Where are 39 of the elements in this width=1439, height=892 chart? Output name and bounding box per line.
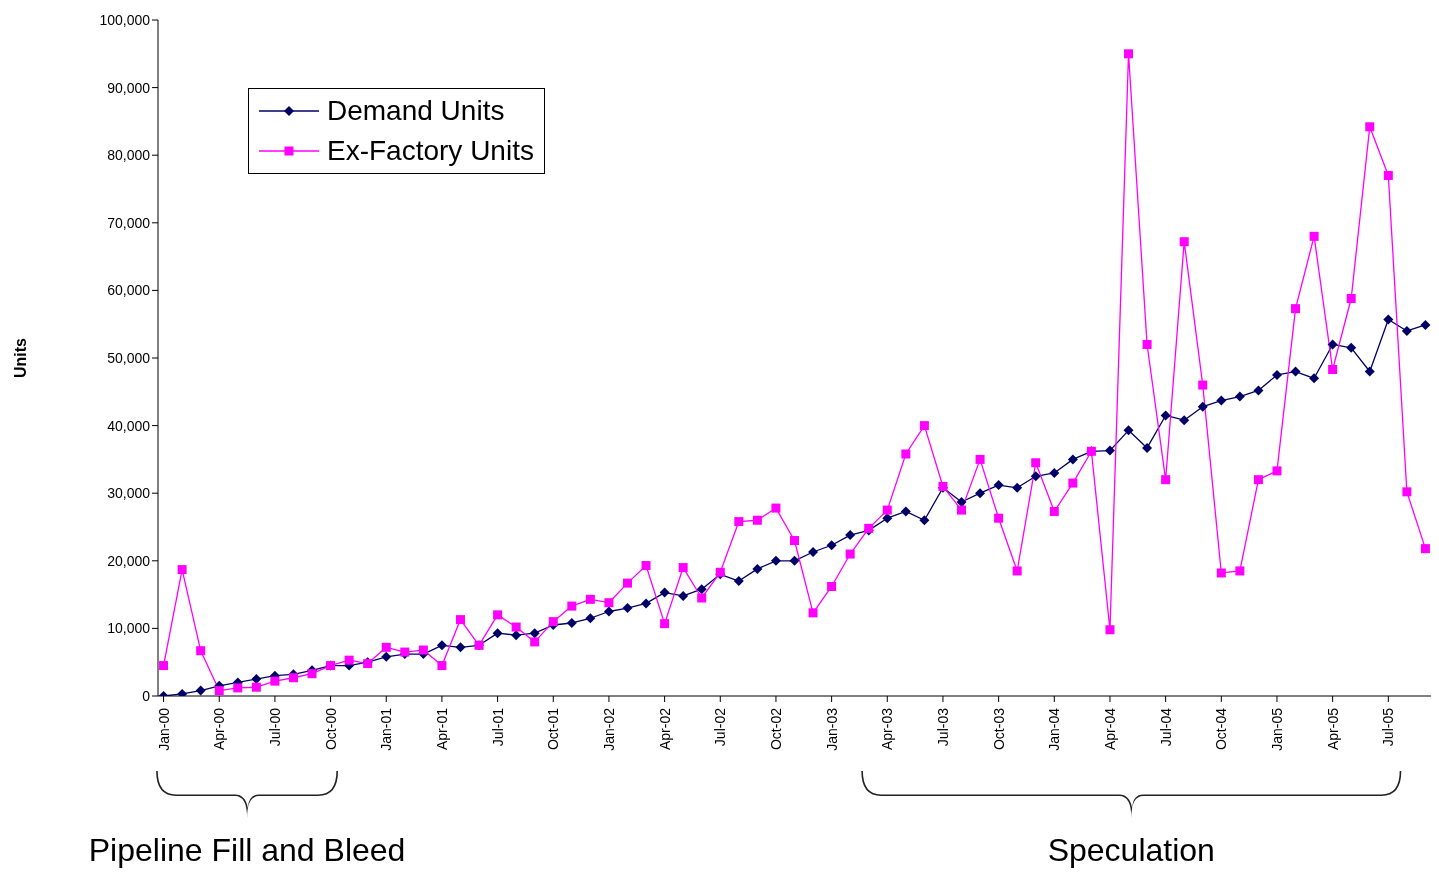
x-tick-label: Oct-03 — [990, 707, 1007, 751]
x-tick-label: Jan-05 — [1268, 707, 1285, 751]
y-tick-label: 80,000 — [107, 147, 151, 164]
x-tick-label: Apr-04 — [1101, 707, 1118, 751]
x-tick-label: Oct-00 — [322, 707, 339, 751]
y-tick-label: 10,000 — [107, 620, 151, 637]
x-tick-label: Jan-00 — [155, 707, 172, 751]
y-tick-label: 90,000 — [107, 79, 151, 96]
y-tick-label: 0 — [142, 687, 151, 704]
x-tick-label: Jul-04 — [1157, 707, 1174, 747]
legend-label: Ex-Factory Units — [327, 134, 534, 168]
x-tick-label: Jul-05 — [1380, 707, 1397, 747]
y-tick-label: 30,000 — [107, 485, 151, 502]
x-tick-label: Apr-03 — [879, 707, 896, 751]
y-tick-label: 70,000 — [107, 214, 151, 231]
x-tick-label: Jan-04 — [1046, 707, 1063, 751]
x-tick-label: Oct-02 — [767, 707, 784, 751]
y-tick-label: 20,000 — [107, 552, 151, 569]
x-tick-label: Jul-01 — [489, 707, 506, 747]
x-tick-label: Apr-02 — [656, 707, 673, 751]
x-tick-label: Jul-00 — [266, 707, 283, 747]
y-tick-label: 40,000 — [107, 417, 151, 434]
x-tick-label: Jan-02 — [600, 707, 617, 751]
x-tick-label: Oct-04 — [1213, 707, 1230, 751]
x-tick-label: Oct-01 — [545, 707, 562, 751]
legend-label: Demand Units — [327, 94, 505, 128]
x-tick-label: Jul-02 — [712, 707, 729, 747]
text: Pipeline Fill and Bleed — [87, 832, 407, 869]
x-tick-label: Apr-01 — [433, 707, 450, 751]
y-tick-label: 50,000 — [107, 349, 151, 366]
y-tick-label: 60,000 — [107, 282, 151, 299]
x-tick-label: Jul-03 — [934, 707, 951, 747]
y-tick-label: 100,000 — [99, 11, 151, 28]
y-axis-title: Units — [11, 337, 29, 378]
x-tick-label: Apr-05 — [1324, 707, 1341, 751]
x-tick-label: Jan-03 — [823, 707, 840, 751]
x-tick-label: Apr-00 — [211, 707, 228, 751]
text: Speculation — [1046, 832, 1216, 869]
x-tick-label: Jan-01 — [378, 707, 395, 751]
